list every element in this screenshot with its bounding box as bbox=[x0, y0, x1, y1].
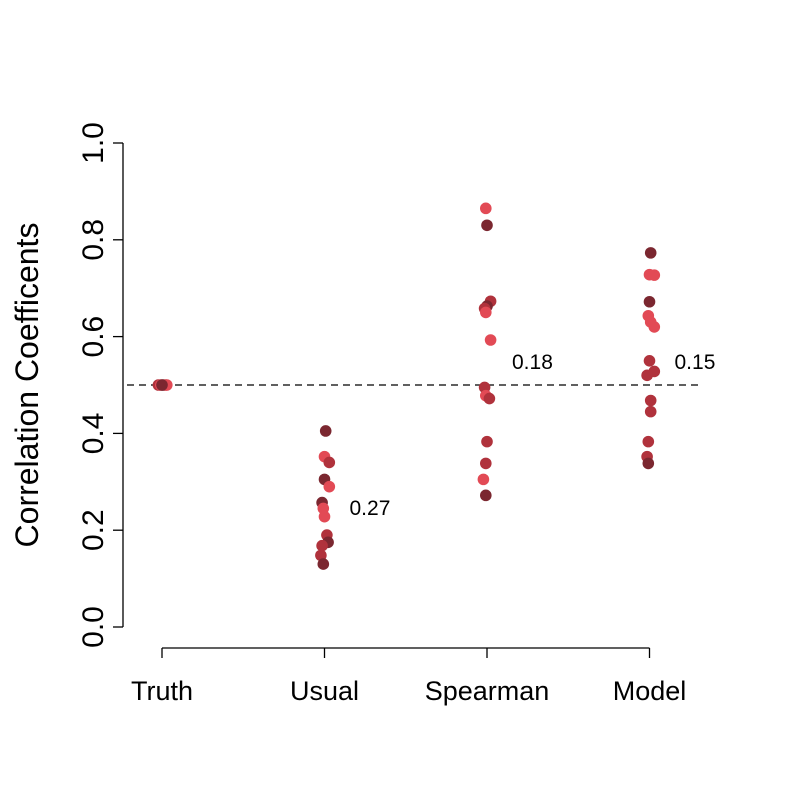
data-point bbox=[323, 480, 336, 493]
annotation-label: 0.15 bbox=[675, 351, 716, 374]
data-point bbox=[642, 457, 655, 470]
annotation-label: 0.18 bbox=[512, 351, 553, 374]
y-tick-label: 0.2 bbox=[77, 509, 110, 551]
x-tick-label: Usual bbox=[290, 676, 359, 706]
data-point bbox=[480, 306, 492, 319]
data-point bbox=[484, 334, 497, 346]
points-layer bbox=[152, 202, 661, 570]
data-point bbox=[644, 247, 657, 259]
annotations-layer: 0.27 0.18 0.15 bbox=[350, 351, 716, 520]
y-tick-label: 0.8 bbox=[77, 219, 110, 261]
data-point bbox=[480, 457, 492, 470]
data-point bbox=[648, 321, 661, 333]
data-point bbox=[318, 510, 331, 523]
data-point bbox=[481, 435, 493, 448]
data-point bbox=[643, 295, 656, 308]
data-point bbox=[323, 456, 336, 469]
x-tick-label: Truth bbox=[131, 676, 193, 706]
data-point bbox=[481, 219, 493, 232]
data-point bbox=[480, 202, 492, 215]
data-point bbox=[480, 489, 492, 502]
x-axis: Truth Usual Spearman Model bbox=[131, 647, 687, 706]
data-point bbox=[643, 355, 656, 367]
data-point bbox=[483, 392, 496, 405]
data-point bbox=[316, 539, 328, 552]
annotation-label: 0.27 bbox=[350, 497, 391, 520]
data-point bbox=[644, 405, 657, 418]
data-point bbox=[156, 379, 168, 391]
data-point bbox=[642, 435, 655, 448]
y-tick-label: 1.0 bbox=[77, 122, 110, 164]
y-axis: 0.0 0.2 0.4 0.6 0.8 1.0 bbox=[77, 122, 124, 648]
data-point bbox=[319, 425, 332, 437]
y-tick-label: 0.4 bbox=[77, 413, 110, 455]
y-tick-label: 0.0 bbox=[77, 606, 110, 648]
x-tick-label: Model bbox=[613, 676, 687, 706]
y-axis-label: Correlation Coefficents bbox=[9, 223, 45, 548]
data-point bbox=[477, 473, 490, 486]
data-point bbox=[641, 369, 653, 382]
data-point bbox=[315, 549, 327, 562]
x-tick-label: Spearman bbox=[425, 676, 550, 706]
data-point bbox=[648, 269, 661, 281]
data-point bbox=[644, 394, 657, 407]
data-point bbox=[317, 558, 330, 570]
y-tick-label: 0.6 bbox=[77, 316, 110, 358]
